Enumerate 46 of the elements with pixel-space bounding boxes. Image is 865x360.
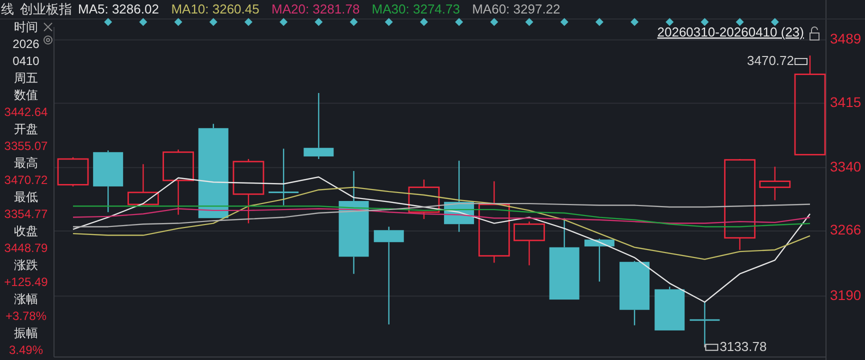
y-tick-label: 3489: [830, 30, 862, 47]
chart-subtitle: 线: [1, 1, 14, 16]
y-tick-label: 3415: [830, 94, 862, 110]
candlestick: [304, 92, 334, 160]
chart-title: 创业板指: [20, 1, 72, 16]
text: 3354.77: [4, 207, 48, 222]
candlestick: [759, 166, 791, 201]
candlestick: [584, 238, 614, 282]
text: 周五: [14, 71, 38, 86]
candlestick: [514, 220, 545, 266]
text: 涨跌: [14, 258, 38, 272]
line-series: [72, 176, 811, 303]
text: MA10: 3260.45: [171, 1, 260, 16]
text: 2026: [12, 37, 40, 52]
text: 最低: [14, 190, 38, 204]
candlestick: [338, 170, 369, 274]
text: 振幅: [14, 326, 38, 340]
text: 收盘: [14, 224, 38, 238]
annotation: 3133.78: [720, 338, 767, 354]
annotation: 3470.72: [747, 52, 794, 68]
text: 时间: [14, 20, 38, 34]
text: 数值: [14, 88, 38, 102]
y-tick-label: 3340: [830, 158, 862, 174]
candlestick: [620, 260, 650, 326]
line-series: [72, 208, 811, 224]
text: 最高: [14, 156, 38, 170]
candlestick: [162, 148, 194, 216]
text: 3.49%: [8, 343, 44, 358]
text: 3448.79: [4, 241, 48, 256]
text: +125.49: [4, 275, 48, 290]
text: 3470.72: [4, 173, 48, 188]
annotation: 20260310-20260410 (23): [657, 24, 804, 40]
candlestick: [268, 148, 299, 206]
text: 0410: [12, 54, 40, 68]
text: 3355.07: [4, 139, 48, 154]
text: MA20: 3281.78: [272, 1, 360, 16]
y-tick-label: 3190: [830, 286, 862, 303]
text: +3.78%: [5, 309, 47, 324]
text: MA5: 3286.02: [78, 1, 159, 16]
y-tick-label: 3266: [830, 222, 862, 238]
line-series: [72, 186, 811, 260]
text: 开盘: [14, 122, 38, 136]
text: MA60: 3297.22: [472, 1, 560, 16]
text: MA30: 3274.73: [372, 1, 460, 16]
text: 3442.64: [4, 105, 48, 120]
text: 涨幅: [14, 292, 38, 306]
